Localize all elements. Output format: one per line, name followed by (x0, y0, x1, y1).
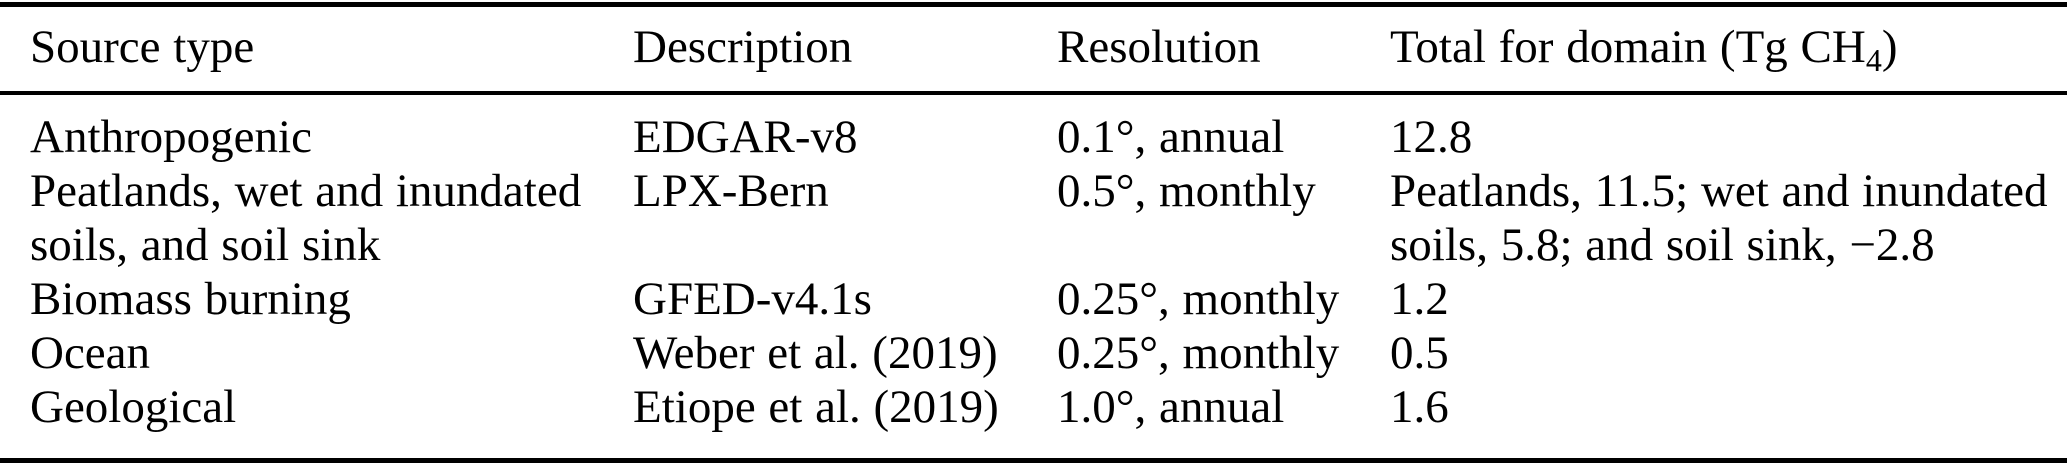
column-header-source-type: Source type (0, 4, 633, 95)
cell-total: 12.8 (1390, 111, 1473, 163)
column-header-total: Total for domain (Tg CH4) (1390, 4, 2067, 95)
cell-total: Peatlands, 11.5; wet and inundated soils… (1390, 165, 2048, 271)
cell-description: EDGAR-v8 (633, 111, 858, 163)
cell-resolution: 0.1°, annual (1057, 111, 1285, 163)
cell-source-type: Biomass burning (30, 273, 351, 325)
ch4-subscript: 4 (1865, 42, 1882, 78)
table-row-biomass-burning: Biomass burning GFED-v4.1s 0.25°, monthl… (0, 272, 2067, 326)
cell-resolution: 0.25°, monthly (1057, 273, 1340, 325)
cell-source-type: Geological (30, 381, 237, 433)
total-header-close-paren: ) (1881, 21, 1898, 73)
cell-source-type: Ocean (30, 327, 151, 379)
cell-resolution: 0.25°, monthly (1057, 327, 1340, 379)
column-header-resolution: Resolution (1057, 4, 1390, 95)
column-header-description: Description (633, 4, 1057, 95)
cell-resolution: 1.0°, annual (1057, 381, 1285, 433)
table-row-ocean: Ocean Weber et al. (2019) 0.25°, monthly… (0, 326, 2067, 380)
cell-total: 0.5 (1390, 327, 1449, 379)
cell-total: 1.6 (1390, 381, 1449, 433)
total-header-text: Total for domain (Tg CH (1390, 21, 1866, 73)
cell-description: GFED-v4.1s (633, 273, 872, 325)
cell-source-type: Anthropogenic (30, 111, 312, 163)
cell-source-type: Peatlands, wet and inundated soils, and … (30, 165, 582, 271)
table-row-anthropogenic: Anthropogenic EDGAR-v8 0.1°, annual 12.8 (0, 93, 2067, 164)
cell-total: 1.2 (1390, 273, 1449, 325)
cell-resolution: 0.5°, monthly (1057, 165, 1316, 217)
cell-description: Weber et al. (2019) (633, 327, 998, 379)
header-row: Source type Description Resolution Total… (0, 4, 2067, 95)
cell-description: Etiope et al. (2019) (633, 381, 999, 433)
table-row-peatlands: Peatlands, wet and inundated soils, and … (0, 164, 2067, 272)
cell-description: LPX-Bern (633, 165, 829, 217)
table-row-geological: Geological Etiope et al. (2019) 1.0°, an… (0, 380, 2067, 461)
